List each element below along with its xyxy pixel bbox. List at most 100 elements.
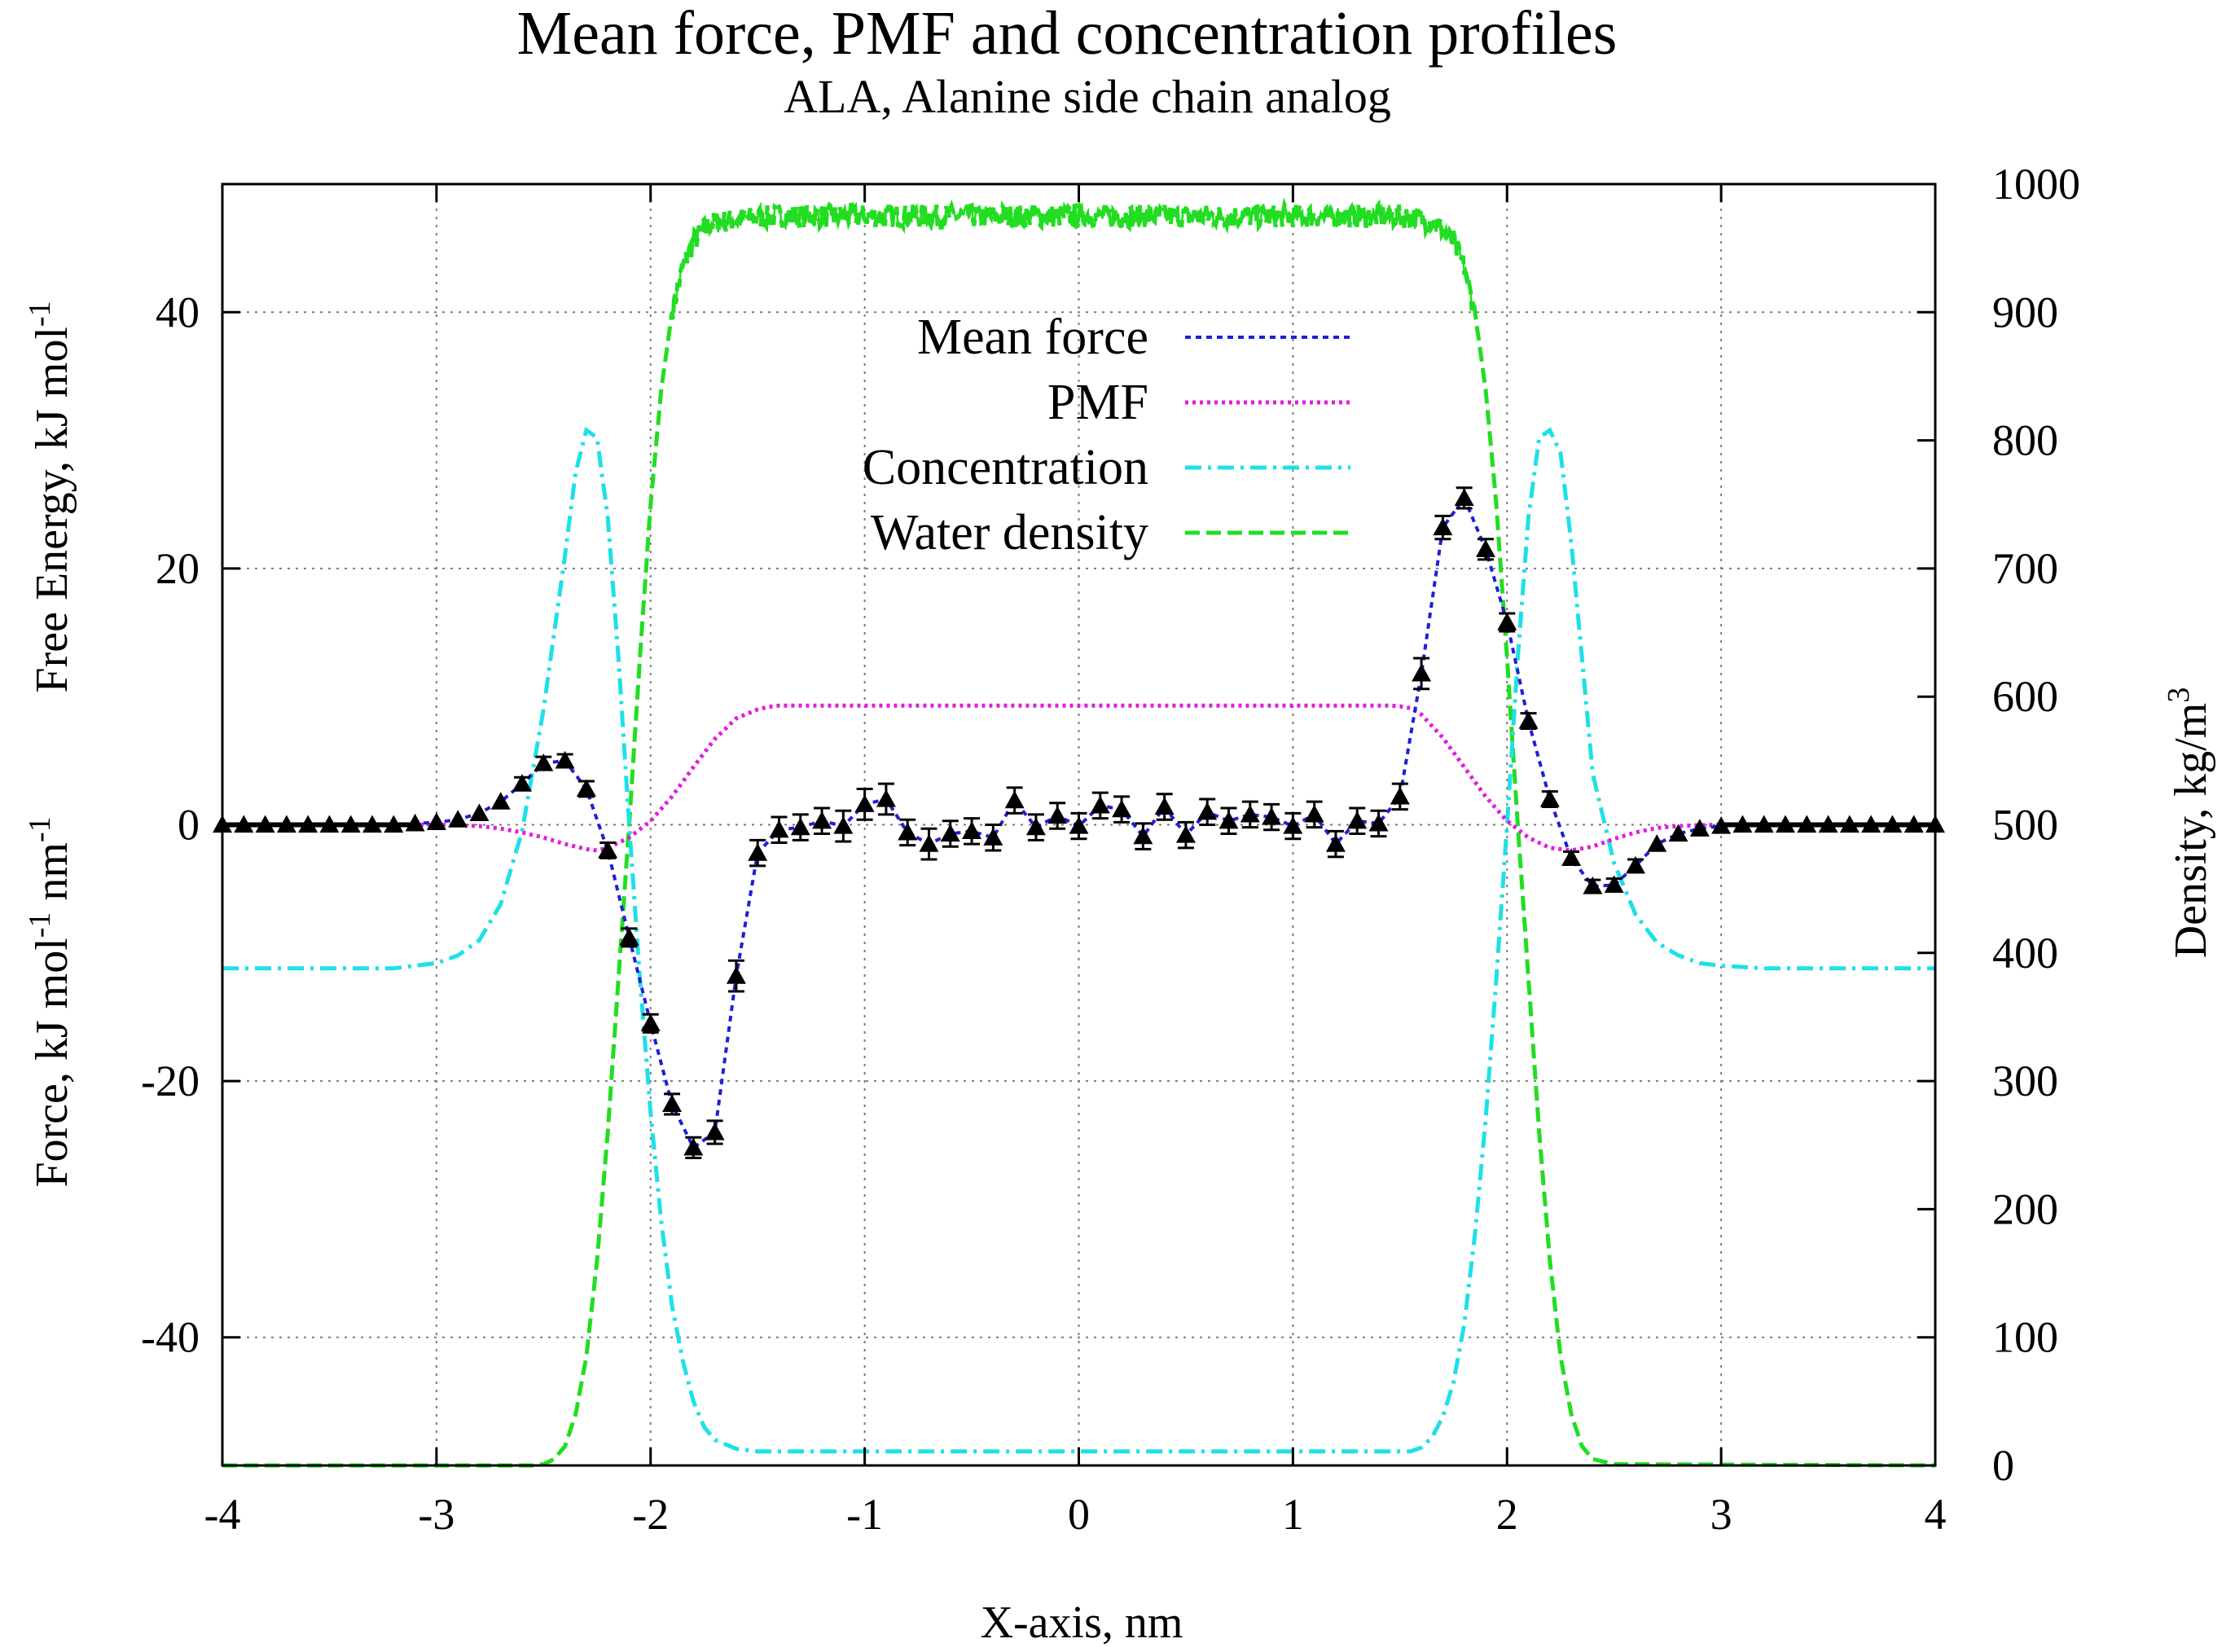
triangle-marker (1668, 824, 1688, 842)
triangle-marker (1390, 786, 1410, 805)
force-data-point (1539, 789, 1560, 808)
triangle-marker (1283, 816, 1303, 834)
force-data-point (490, 792, 511, 810)
concentration-line (222, 426, 1935, 1454)
axis-ticks: -4 -3 -2 -1 0 1 2 3 4-40-20020400100200300400500… (141, 160, 2080, 1539)
force-data-point (812, 806, 832, 836)
legend-label: PMF (1047, 375, 1148, 430)
force-data-point (598, 840, 618, 859)
triangle-marker (1539, 789, 1560, 807)
force-data-point (1133, 822, 1153, 850)
triangle-marker (598, 840, 618, 859)
triangle-marker (1197, 802, 1218, 820)
triangle-marker (854, 794, 875, 812)
y-axis-label-density-text: Density, kg/m (2166, 703, 2216, 959)
legend-entry: Concentration (863, 440, 1350, 495)
y-axis-label-force-sup2: -1 (23, 816, 57, 842)
force-data-point (1518, 711, 1539, 731)
force-data-point (426, 812, 446, 830)
triangle-marker (662, 1094, 683, 1113)
y-right-tick-label: 0 (1992, 1441, 2014, 1490)
force-data-point (1347, 806, 1368, 836)
y-axis-label-force-part2: nm (27, 842, 77, 912)
triangle-marker (1325, 834, 1346, 852)
legend-entry: PMF (1047, 375, 1350, 430)
triangle-marker (1433, 517, 1453, 536)
force-data-point (1090, 791, 1110, 820)
legend-entry: Mean force (917, 310, 1350, 365)
legend-entry: Water density (871, 505, 1350, 560)
x-tick-label: -4 (204, 1490, 241, 1539)
triangle-marker (940, 824, 960, 842)
water-density-noise (672, 200, 1477, 319)
x-tick-label: 0 (1068, 1490, 1090, 1539)
force-data-point (1647, 834, 1667, 852)
triangle-marker (1262, 807, 1282, 825)
y-axis-label-density: Density, kg/m3 (2162, 688, 2216, 959)
y-right-tick-label: 500 (1992, 801, 2058, 850)
triangle-marker (1218, 811, 1239, 829)
y-left-tick-label: 0 (178, 801, 200, 850)
force-data-point (1412, 657, 1432, 691)
force-data-point (833, 809, 854, 843)
triangle-marker (1347, 811, 1368, 829)
force-data-point (512, 774, 533, 792)
force-data-point (640, 1013, 661, 1034)
legend-label: Mean force (917, 310, 1148, 365)
force-data-point (469, 803, 490, 821)
triangle-marker (1047, 806, 1068, 824)
force-data-point (854, 787, 875, 821)
triangle-marker (1304, 804, 1324, 823)
x-tick-label: -3 (418, 1490, 454, 1539)
force-data-point (1112, 795, 1132, 824)
force-data-point (983, 824, 1003, 852)
y-right-tick-label: 1000 (1992, 160, 2080, 209)
force-data-point (1368, 809, 1389, 838)
triangle-marker (1175, 825, 1196, 843)
force-data-point (534, 753, 554, 771)
force-data-point (1454, 486, 1474, 510)
grid-lines (222, 184, 1935, 1465)
y-axis-label-free-energy-text: Free Energy, kJ mol (27, 327, 77, 692)
force-data-point (1475, 538, 1495, 561)
force-data-point (1433, 514, 1453, 541)
triangle-marker (726, 966, 746, 984)
y-right-tick-label: 400 (1992, 929, 2058, 978)
pmf-line (222, 703, 1935, 853)
triangle-marker (1604, 875, 1624, 894)
y-axis-label-density-sup: 3 (2162, 688, 2196, 703)
triangle-marker (983, 828, 1003, 846)
triangle-marker (426, 812, 446, 830)
triangle-marker (1518, 711, 1539, 729)
force-data-point (1561, 848, 1582, 866)
x-tick-label: 3 (1710, 1490, 1732, 1539)
y-axis-label-free-energy: Free Energy, kJ mol-1 (23, 301, 77, 692)
force-data-point (1154, 793, 1175, 821)
triangle-marker (1154, 797, 1175, 815)
force-data-point (705, 1119, 725, 1145)
force-data-point (662, 1092, 683, 1116)
y-right-tick-label: 200 (1992, 1184, 2058, 1233)
force-data-point (683, 1136, 704, 1159)
force-data-point (1047, 802, 1068, 830)
x-tick-label: 1 (1282, 1490, 1304, 1539)
triangle-marker (1454, 488, 1474, 506)
triangle-marker (898, 822, 918, 841)
legend-label: Water density (871, 505, 1148, 560)
force-data-point (769, 815, 789, 845)
legend-label: Concentration (863, 440, 1148, 495)
triangle-marker (1112, 799, 1132, 818)
y-axis-label-force-part1: Force, kJ mol (27, 938, 77, 1187)
force-data-point (576, 779, 596, 798)
force-data-point (1283, 811, 1303, 841)
y-left-tick-label: 40 (156, 288, 200, 336)
force-data-point (1390, 782, 1410, 811)
triangle-marker (833, 816, 854, 834)
force-data-point (1218, 806, 1239, 836)
x-tick-label: 2 (1496, 1490, 1518, 1539)
triangle-marker (1004, 790, 1025, 809)
y-right-tick-label: 900 (1992, 288, 2058, 336)
triangle-marker (1583, 877, 1603, 894)
force-data-point (726, 959, 746, 993)
triangle-marker (448, 810, 468, 828)
